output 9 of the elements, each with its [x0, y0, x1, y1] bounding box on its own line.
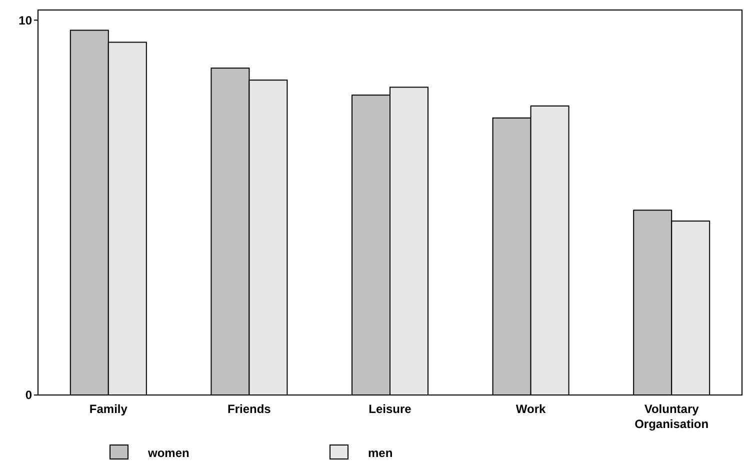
x-tick-label: Leisure	[368, 402, 412, 416]
x-tick-label: Friends	[228, 402, 272, 416]
x-tick-label: Work	[516, 402, 546, 416]
x-tick-label: Family	[89, 402, 128, 416]
x-tick-label: Voluntary Organisation	[634, 402, 709, 431]
y-tick-label: 10	[18, 13, 32, 28]
legend-label: women	[147, 446, 190, 460]
legend-label: men	[368, 446, 393, 460]
y-tick-label: 0	[25, 388, 32, 402]
